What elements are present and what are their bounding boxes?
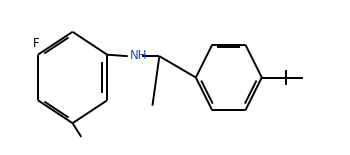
Text: NH: NH (130, 49, 147, 62)
Text: F: F (33, 37, 40, 50)
